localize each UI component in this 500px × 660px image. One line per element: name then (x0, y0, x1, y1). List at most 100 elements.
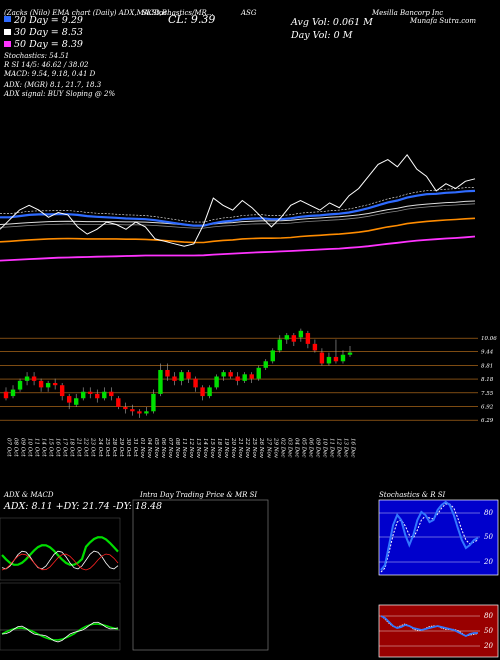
avg-volume: Avg Vol: 0.061 M (291, 17, 373, 28)
date-tick-label: 06 Dec (307, 438, 313, 458)
symbol-note: SLStochastics/MR... (142, 9, 214, 17)
date-tick-label: 04 Nov (146, 438, 152, 459)
legend-ema20: 20 Day = 9.29 (14, 15, 83, 26)
date-tick-label: 20 Nov (230, 437, 236, 459)
adx-values: ADX: 8.11 +DY: 21.74 -DY: 18.48 (4, 501, 163, 512)
date-tick-label: 08 Oct (13, 438, 19, 457)
candle-down (52, 383, 58, 386)
company-name: Mesilla Bancorp Inc (372, 9, 444, 17)
ema50-swatch (4, 41, 11, 47)
date-tick-label: 10 Oct (27, 438, 33, 457)
date-tick-label: 26 Nov (258, 437, 264, 459)
date-tick-label: 09 Dec (314, 438, 320, 458)
price-tick-label: 8.81 (481, 363, 493, 369)
close-price-line (0, 153, 476, 247)
ema50-line (0, 235, 476, 262)
macd-panel (0, 582, 121, 651)
date-axis: 07 Oct 08 Oct 09 Oct 10 Oct 11 Oct 14 Oct 15 O… (6, 437, 356, 459)
candle-down (333, 356, 339, 362)
ema30-band-line (0, 203, 476, 229)
date-tick-label: 14 Oct (41, 438, 47, 457)
close-price: CL: 9.39 (168, 13, 216, 26)
date-tick-label: 08 Nov (174, 438, 180, 459)
candle-down (249, 374, 254, 379)
date-tick-label: 07 Oct (6, 438, 12, 457)
intraday-title: Intra Day Trading Price & MR SI (140, 491, 258, 499)
date-tick-label: 15 Nov (209, 438, 215, 459)
legend-ema30: 30 Day = 8.53 (14, 27, 83, 38)
adx-plus-di-line (1, 536, 119, 566)
candle-up (284, 335, 290, 340)
date-tick-label: 11 Oct (34, 438, 40, 457)
ema20-swatch (4, 16, 11, 22)
date-tick-label: 09 Oct (20, 438, 26, 457)
candle-up (277, 339, 282, 351)
candle-up (45, 383, 51, 388)
candle-up (242, 374, 247, 381)
adx-macd-title: ADX & MACD (4, 491, 54, 499)
series-code: ASG (241, 9, 257, 17)
candle-up (214, 376, 219, 388)
date-tick-label: 24 Oct (97, 437, 103, 457)
date-tick-label: 29 Oct (118, 437, 124, 457)
candle-up (347, 352, 353, 355)
candle-up (144, 411, 149, 414)
date-tick-label: 25 Nov (251, 437, 257, 459)
stoch-slow-line (380, 503, 479, 573)
stochastics-title: Stochastics & R SI (379, 491, 446, 499)
price-tick-label: 6.29 (481, 418, 494, 424)
candle-down (88, 391, 93, 394)
candle-up (263, 361, 268, 368)
price-axis: 10.06 9.44 8.81 8.18 7.55 6.92 6.29 (481, 336, 497, 424)
adx-panel (0, 517, 121, 581)
stoch-tick-50: 50 (484, 533, 493, 541)
date-tick-label: 01 Nov (139, 438, 145, 459)
candle-down (109, 391, 114, 397)
candle-down (31, 376, 37, 381)
date-tick-label: 25 Oct (104, 437, 110, 457)
price-tick-label: 7.55 (481, 391, 494, 397)
date-tick-label: 18 Oct (69, 438, 75, 457)
candle-down (172, 376, 177, 381)
ema20-line (0, 189, 476, 227)
rsi-readout: R SI 14/5: 46.62 / 38.02 (4, 61, 89, 69)
adx-line (1, 550, 119, 570)
intraday-panel (132, 499, 269, 651)
candle-up (326, 356, 332, 364)
rsi-tick-50: 50 (484, 627, 493, 635)
date-tick-label: 14 Nov (202, 438, 208, 459)
candle-down (200, 387, 205, 397)
date-tick-label: 06 Nov (160, 438, 166, 459)
date-tick-label: 10 Dec (321, 438, 327, 458)
adx-readout: ADX: (MGR) 8.1, 21.7, 18.3 (4, 81, 102, 89)
date-tick-label: 21 Nov (237, 437, 243, 459)
ema-dotted-line (0, 187, 476, 223)
date-tick-label: 22 Oct (83, 437, 89, 457)
ema30-swatch (4, 29, 11, 35)
chart-subtitle: (Zacks (Nilo) EMA chart (Daily) ADX,MACD… (4, 9, 174, 17)
legend-ema50: 50 Day = 8.39 (14, 39, 83, 50)
stoch-tick-20: 20 (484, 558, 493, 566)
candle-down (66, 396, 72, 403)
date-tick-label: 13 Dec (342, 438, 348, 458)
rsi-line (380, 615, 478, 638)
candle-down (193, 378, 198, 388)
macd-signal-line (1, 621, 119, 643)
price-tick-label: 9.44 (481, 350, 494, 356)
date-tick-label: 28 Oct (111, 437, 117, 457)
price-tick-label: 10.06 (481, 336, 497, 342)
candle-down (59, 385, 65, 397)
ema-lines (0, 153, 476, 262)
candle-up (340, 354, 346, 362)
candle-up (24, 376, 30, 381)
candle-down (3, 391, 9, 399)
candle-up (81, 391, 86, 399)
rsi-tick-80: 80 (484, 612, 493, 620)
price-grid (0, 337, 478, 421)
candle-down (291, 335, 297, 342)
macd-readout: MACD: 9.54, 9.18, 0.41 D (4, 70, 96, 78)
stochastics-panel (378, 499, 499, 576)
stoch-fast-line (380, 500, 479, 571)
candle-up (10, 389, 16, 397)
adx-minus-di-line (1, 553, 119, 571)
